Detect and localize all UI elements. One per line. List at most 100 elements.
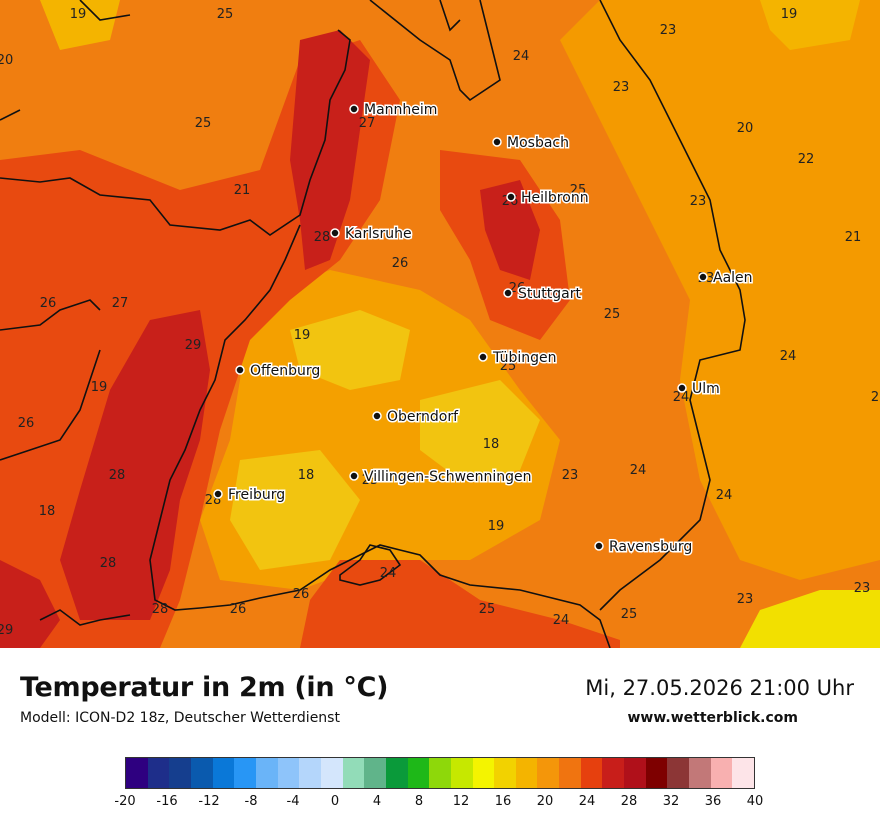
temperature-value: 26 [509,281,526,296]
temperature-value: 24 [513,49,530,64]
temperature-value: 25 [500,359,517,374]
city-label: Ravensburg [609,539,692,555]
border-east [599,0,746,611]
city-dot [503,288,513,298]
legend-tick-label: 32 [662,794,680,809]
city-dot [372,411,382,421]
legend-swatch [515,758,538,788]
temperature-value: 25 [570,183,587,198]
city-label: Offenburg [250,363,320,379]
legend-swatch [407,758,430,788]
legend-tick-label: -16 [156,794,178,809]
legend-tick-label: 4 [372,794,382,809]
legend-ticks: -20 -16 -12 -8 -4 0 4 8 12 16 20 24 28 32 36 40 [0,794,880,814]
city-marker[interactable]: Ravensburg [594,538,694,557]
legend-swatch [472,758,495,788]
city-marker[interactable]: Tübingen [478,349,558,368]
legend-swatch [689,758,711,788]
temperature-value: 19 [91,380,108,395]
city-dot [698,272,708,282]
city-marker[interactable]: Aalen [698,269,754,288]
mild-zone-northeast [760,0,860,50]
cities: Mannheim Mosbach Heilbronn Karlsruhe Aalen St… [213,101,754,557]
mild-zone-southeast [740,590,880,648]
temperature-value: 25 [195,116,212,131]
temperature-value: 20 [737,121,754,136]
legend-swatch [255,758,278,788]
legend-swatch [277,758,300,788]
temperature-value: 23 [854,581,871,596]
temperature-value: 26 [18,416,35,431]
cool-core-2 [420,380,540,480]
temperature-value: 24 [716,488,733,503]
city-dot [349,471,359,481]
temperature-value: 26 [230,602,247,617]
temperature-values: 19 25 19 20 23 24 23 25 27 20 22 21 25 23 26 28 21 26 23 26… [0,7,879,638]
temperature-value: 27 [112,296,129,311]
legend-swatch [385,758,408,788]
city-dot [492,137,502,147]
website-link[interactable]: www.wetterblick.com [627,710,799,726]
temperature-value: 25 [621,607,638,622]
city-label: Oberndorf [387,409,459,425]
legend-swatch [450,758,473,788]
city-marker[interactable]: Mannheim [349,101,439,120]
temperature-value: 19 [488,519,505,534]
legend-tick-label: -8 [244,794,258,809]
temperature-value: 27 [359,116,376,131]
cool-core-1 [290,310,410,390]
legend-tick-label: -4 [286,794,300,809]
temperature-value: 18 [298,468,315,483]
temperature-value: 18 [39,504,56,519]
city-label: Freiburg [228,487,285,503]
legend-tick-label: 36 [704,794,722,809]
city-marker[interactable]: Oberndorf [372,408,461,427]
city-marker[interactable]: Villingen-Schwenningen [349,468,533,487]
temperature-value: 28 [152,602,169,617]
temperature-value: 25 [479,602,496,617]
footer: Temperatur in 2m (in °C) Modell: ICON-D2… [0,648,880,830]
temperature-value: 23 [660,23,677,38]
temperature-value: 23 [362,473,379,488]
map-title: Temperatur in 2m (in °C) [20,672,389,703]
legend-swatch [429,758,451,788]
temperature-map[interactable]: 19 25 19 20 23 24 23 25 27 20 22 21 25 23 26 28 21 26 23 26… [0,0,880,648]
city-marker[interactable]: Ulm [677,380,721,399]
city-dot [594,541,604,551]
city-label: Mannheim [364,102,437,118]
city-marker[interactable]: Mosbach [492,134,570,153]
legend-swatch [710,758,733,788]
city-label: Mosbach [507,135,569,151]
city-marker[interactable]: Freiburg [213,486,287,505]
legend-swatch [559,758,581,788]
temperature-value: 21 [234,183,251,198]
city-marker[interactable]: Karlsruhe [330,225,413,244]
city-marker[interactable]: Stuttgart [503,285,583,304]
temperature-value: 19 [781,7,798,22]
city-marker[interactable]: Offenburg [235,362,322,381]
border-rhine-france [0,29,351,236]
temperature-value: 28 [100,556,117,571]
legend-swatch [320,758,343,788]
model-info: Modell: ICON-D2 18z, Deutscher Wetterdie… [20,710,340,726]
legend-swatch [494,758,516,788]
temperature-value: 26 [392,256,409,271]
city-dot [506,192,516,202]
legend-tick-label: 8 [414,794,424,809]
temperature-value: 23 [562,468,579,483]
cool-core-north [40,0,120,50]
legend-swatch [147,758,170,788]
legend-swatch [342,758,365,788]
legend-tick-label: 16 [494,794,512,809]
temperature-value: 25 [217,7,234,22]
temperature-value: 24 [673,390,690,405]
border-swiss [339,544,402,586]
temperature-value: 25 [604,307,621,322]
border-misc-2 [79,0,131,21]
legend-tick-label: 28 [620,794,638,809]
city-marker[interactable]: Heilbronn [506,189,590,208]
border-south-fr [39,609,131,626]
legend-swatch [645,758,668,788]
legend-tick-label: 12 [452,794,470,809]
temperature-value: 22 [798,152,815,167]
